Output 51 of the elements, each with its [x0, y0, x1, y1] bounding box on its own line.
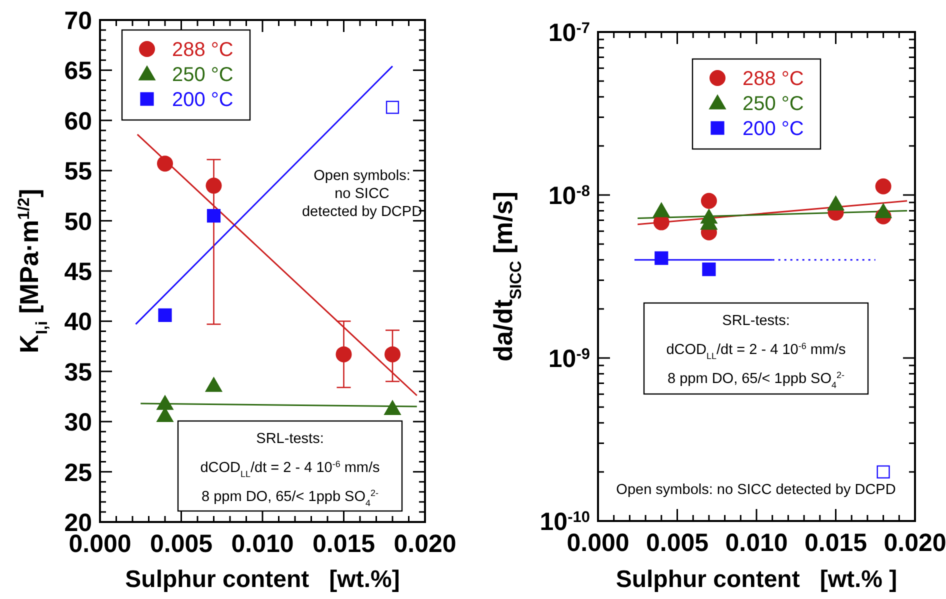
point [206, 208, 221, 223]
x-tick-label: 0.020 [394, 530, 456, 558]
legend-label: 200 °C [742, 118, 804, 140]
legend-label: 250 °C [172, 64, 234, 86]
x-tick-label: 0.015 [804, 529, 868, 557]
x-tick-label: 0.010 [231, 530, 294, 558]
x-tick-label: 0.000 [68, 530, 132, 558]
x-tick-label: 0.005 [150, 530, 213, 558]
point [826, 195, 845, 210]
point [702, 262, 716, 276]
legend-label: 250 °C [742, 93, 804, 115]
x-tick-label: 0.020 [884, 529, 946, 557]
x-axis-title: Sulphur content [wt.%] [125, 566, 400, 593]
y-tick-label: 10$^{-9}$ [548, 345, 590, 373]
y-tick-label: 60 [64, 107, 92, 136]
x-tick-label: 0.000 [566, 529, 630, 557]
y-tick-label: 10$^{-8}$ [548, 182, 590, 210]
legend-label: 200 °C [172, 89, 234, 111]
point [654, 251, 668, 265]
y-tick-label: 65 [64, 57, 92, 86]
x-axis-title: Sulphur content [wt.% ] [616, 566, 898, 593]
point [652, 202, 670, 218]
y-tick-label: 55 [64, 158, 92, 186]
point [336, 346, 352, 362]
annotation: Open symbols: no SICC detected by DCPD [616, 482, 896, 498]
y-tick-label: 45 [64, 258, 92, 286]
x-tick-label: 0.015 [312, 530, 376, 558]
point [384, 346, 400, 362]
annotation: Open symbols: no SICC detected by DCPD [302, 168, 422, 220]
y-tick-label: 70 [64, 7, 92, 35]
legend-label: 288 °C [172, 39, 234, 61]
point [206, 178, 222, 194]
point [158, 308, 172, 322]
y-tick-label: 30 [64, 408, 92, 437]
y-tick-label: 40 [64, 308, 92, 336]
point [874, 202, 892, 218]
y-tick-label: 50 [64, 208, 92, 236]
point [876, 465, 890, 478]
point [386, 100, 400, 114]
y-tick-label: 25 [64, 458, 92, 487]
point [384, 400, 402, 415]
point [157, 156, 173, 172]
x-tick-label: 0.010 [725, 529, 788, 557]
point [875, 178, 892, 194]
legend-label: 288 °C [742, 68, 804, 90]
point [204, 376, 223, 392]
point [700, 192, 717, 209]
point [156, 394, 174, 410]
y-tick-label: 35 [64, 358, 92, 386]
y-tick-label: 10$^{-7}$ [548, 19, 590, 47]
x-tick-label: 0.005 [646, 529, 709, 557]
